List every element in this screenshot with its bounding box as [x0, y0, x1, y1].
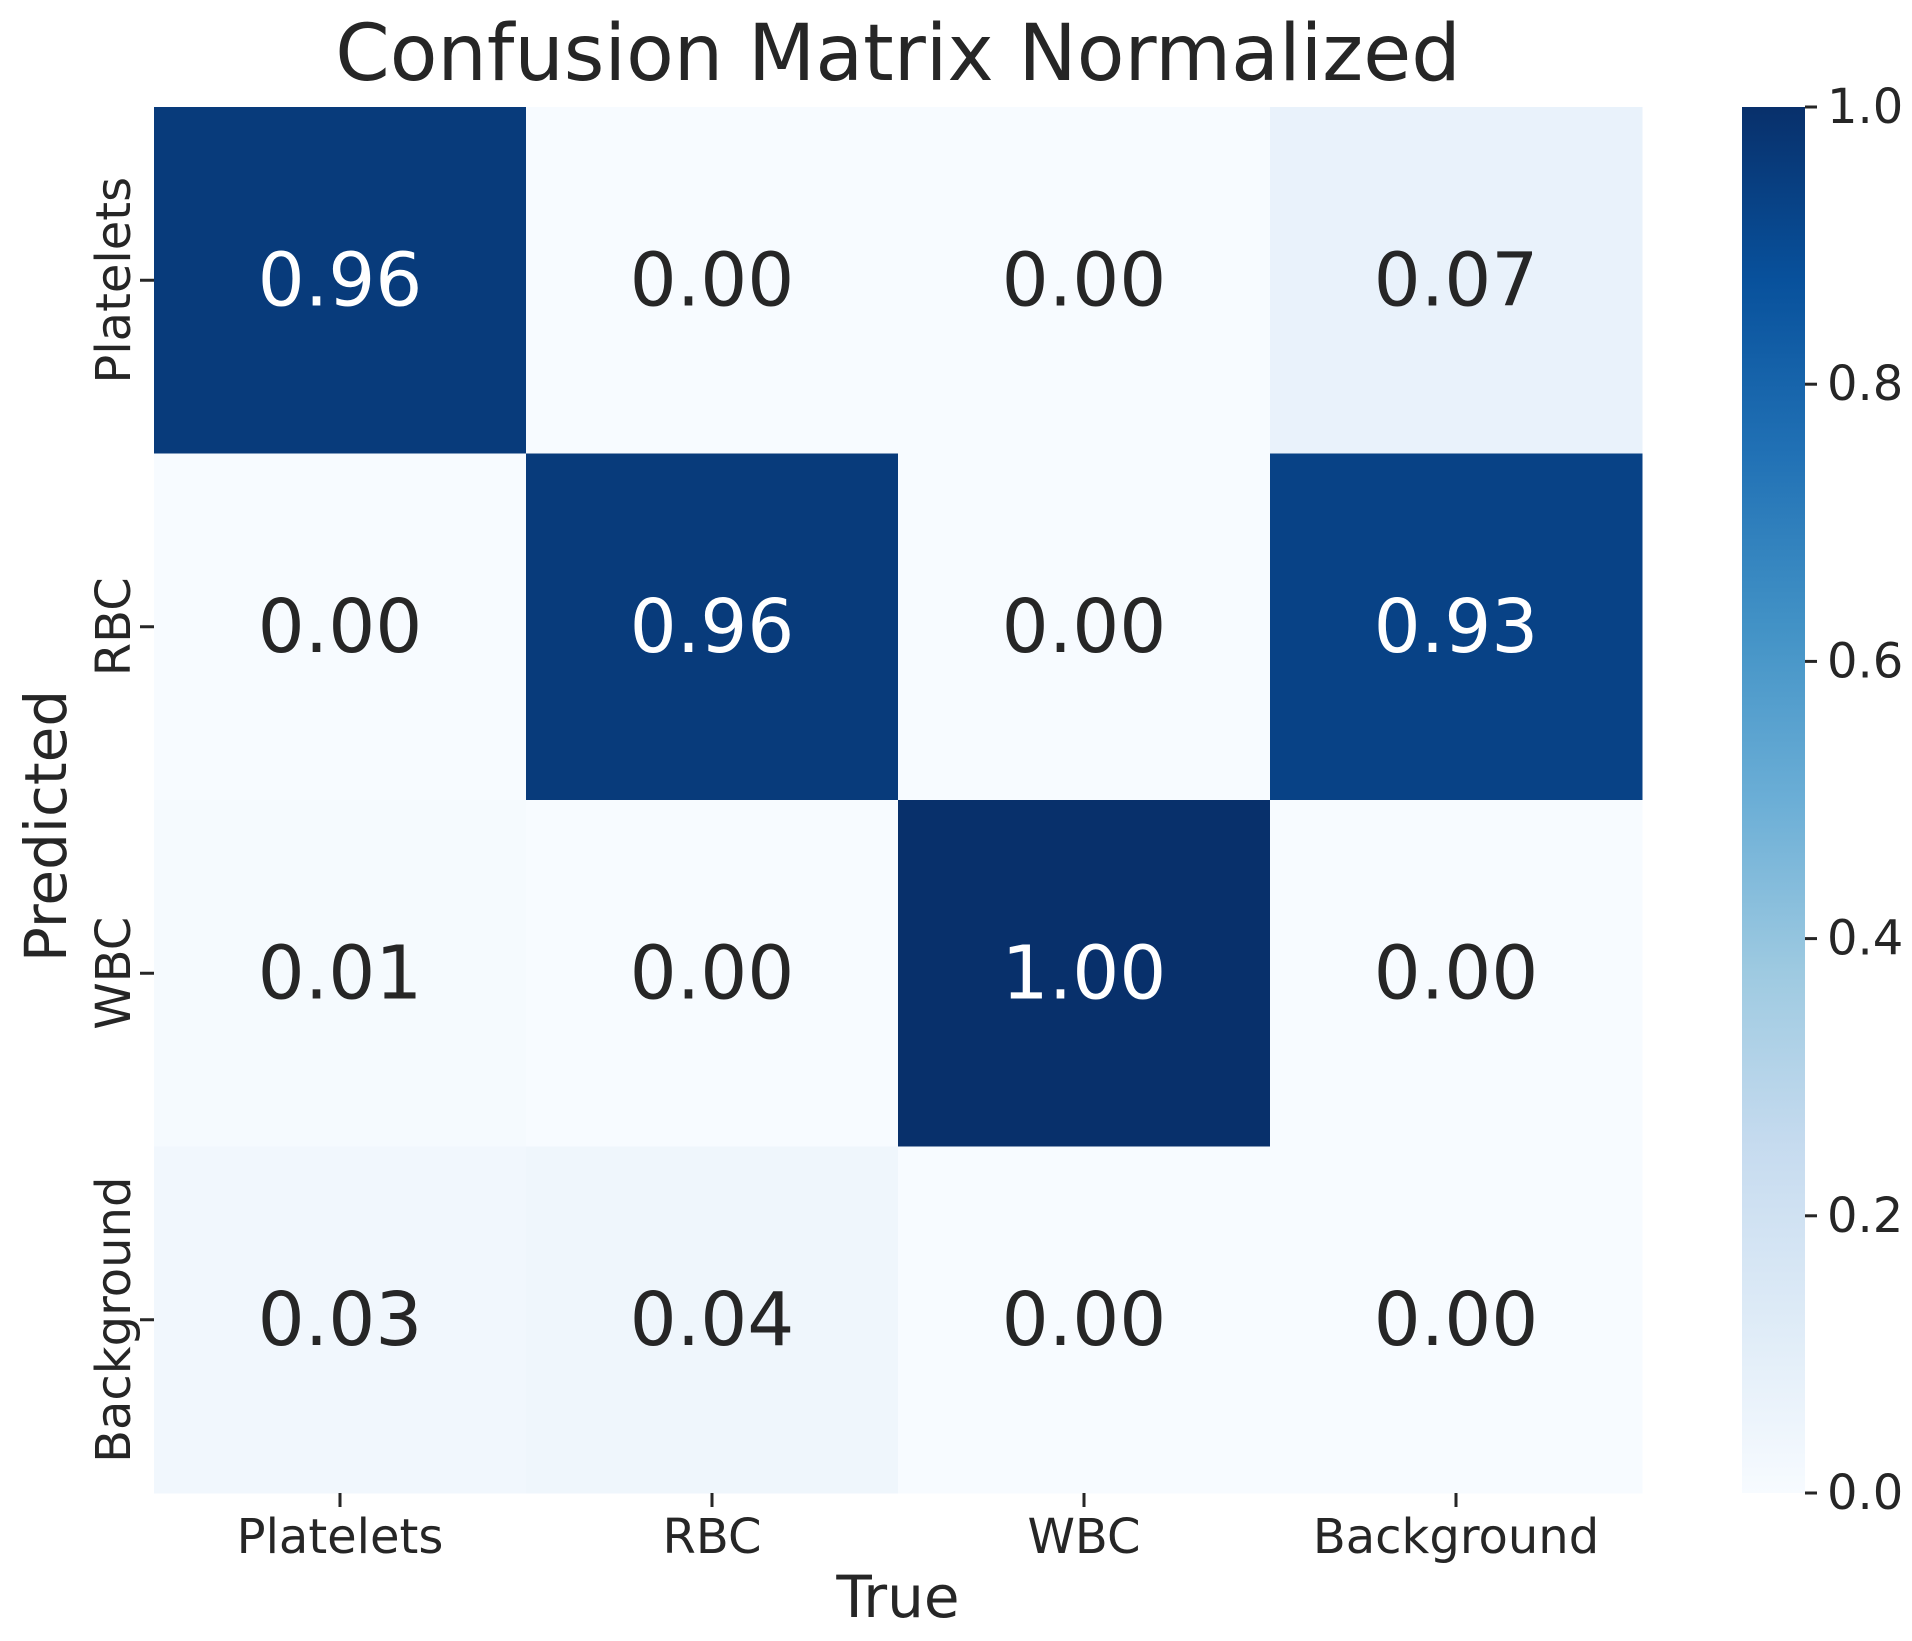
heatmap-cells — [154, 107, 1643, 1494]
cell-value-label-r1-c2: 0.00 — [1002, 584, 1167, 670]
x-tick-label: Background — [1313, 1509, 1599, 1565]
colorbar-tick-label: 0.2 — [1827, 1188, 1903, 1244]
cell-value-label-r0-c0: 0.96 — [258, 237, 423, 323]
heatmap-cell-r2-c0 — [154, 800, 527, 1147]
colorbar-tick-label: 1.0 — [1827, 79, 1903, 135]
cell-value-label-r0-c2: 0.00 — [1002, 237, 1167, 323]
cell-value-label-r3-c0: 0.03 — [258, 1277, 423, 1363]
cell-value-label-r2-c3: 0.00 — [1374, 930, 1539, 1016]
colorbar-tick-label: 0.6 — [1827, 633, 1903, 689]
chart-title: Confusion Matrix Normalized — [335, 9, 1460, 99]
x-tick-label: RBC — [663, 1509, 762, 1565]
x-axis-label: True — [835, 1563, 959, 1631]
heatmap-cell-r3-c3 — [1270, 1146, 1643, 1494]
cell-value-label-r1-c0: 0.00 — [258, 584, 423, 670]
cell-value-label-r2-c1: 0.00 — [630, 930, 795, 1016]
cell-value-label-r2-c0: 0.01 — [258, 930, 423, 1016]
cell-value-label-r2-c2: 1.00 — [1002, 930, 1167, 1016]
heatmap-cell-r3-c0 — [154, 1146, 527, 1494]
heatmap-cell-r0-c1 — [526, 107, 899, 454]
cell-value-label-r3-c3: 0.00 — [1374, 1277, 1539, 1363]
heatmap-cell-r0-c0 — [154, 107, 527, 454]
y-tick-label: WBC — [86, 917, 142, 1030]
cell-value-label-r1-c3: 0.93 — [1374, 584, 1539, 670]
y-tick-label: RBC — [86, 577, 142, 676]
heatmap-cell-r3-c2 — [898, 1146, 1271, 1494]
heatmap-cell-r1-c2 — [898, 453, 1271, 801]
cell-value-label-r0-c1: 0.00 — [630, 237, 795, 323]
heatmap-cell-r0-c3 — [1270, 107, 1643, 454]
colorbar — [1742, 107, 1805, 1493]
heatmap-cell-r2-c1 — [526, 800, 899, 1147]
y-tick-label: Platelets — [86, 177, 142, 384]
y-tick-label: Background — [86, 1177, 142, 1463]
cell-value-label-r3-c1: 0.04 — [630, 1277, 795, 1363]
y-axis-ticks: Platelets RBC WBC Background — [86, 177, 154, 1463]
heatmap-cell-r2-c2 — [898, 800, 1271, 1147]
heatmap-cell-r1-c1 — [526, 453, 899, 801]
heatmap-cell-r3-c1 — [526, 1146, 899, 1494]
colorbar-tick-label: 0.4 — [1827, 911, 1903, 967]
cell-value-label-r0-c3: 0.07 — [1374, 237, 1539, 323]
cell-value-label-r1-c1: 0.96 — [630, 584, 795, 670]
x-tick-label: Platelets — [237, 1509, 444, 1565]
y-axis-label: Predicted — [12, 690, 80, 962]
x-tick-label: WBC — [1027, 1509, 1140, 1565]
heatmap-cell-r2-c3 — [1270, 800, 1643, 1147]
heatmap-cell-labels: 0.96 0.00 0.00 0.07 0.00 0.96 0.00 0.93 0.01 0.00… — [258, 237, 1539, 1363]
heatmap-cell-r0-c2 — [898, 107, 1271, 454]
heatmap-cell-r1-c3 — [1270, 453, 1643, 801]
heatmap-cell-r1-c0 — [154, 453, 527, 801]
cell-value-label-r3-c2: 0.00 — [1002, 1277, 1167, 1363]
colorbar-ticks: 0.0 0.2 0.4 0.6 0.8 1.0 — [1805, 79, 1903, 1521]
x-axis-ticks: Platelets RBC WBC Background — [237, 1493, 1599, 1565]
colorbar-tick-label: 0.0 — [1827, 1465, 1903, 1521]
colorbar-tick-label: 0.8 — [1827, 356, 1903, 412]
